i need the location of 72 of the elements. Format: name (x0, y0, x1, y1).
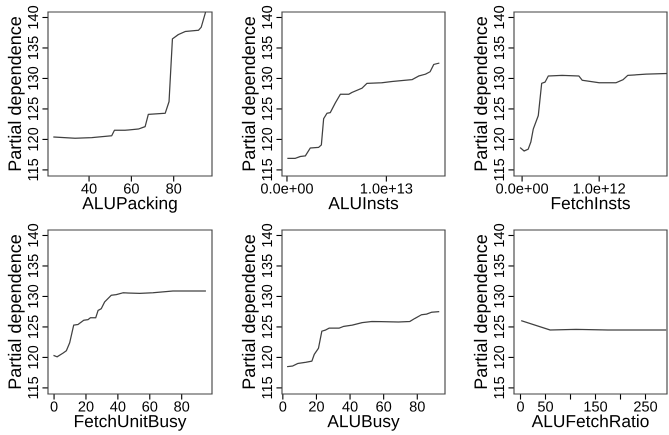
x-tick-label: 0.0e+00 (496, 183, 548, 194)
y-tick-label: 140 (262, 224, 272, 247)
x-tick-label: 40 (342, 401, 358, 412)
y-tick-label: 115 (262, 376, 272, 398)
x-tick-label: 60 (124, 183, 139, 194)
y-tick-label: 135 (262, 36, 272, 60)
y-tick-label: 140 (262, 6, 272, 29)
x-tick-label: 0 (517, 401, 524, 412)
x-tick-label: 40 (110, 401, 126, 412)
x-tick-label: 20 (78, 401, 94, 412)
y-tick-label: 125 (262, 97, 272, 120)
x-axis-title: ALUInsts (328, 197, 398, 210)
x-axis-title: ALUPacking (82, 196, 177, 213)
x-tick-label: 40 (81, 183, 97, 194)
y-tick-label: 125 (28, 315, 38, 338)
y-tick-label: 115 (494, 158, 504, 180)
y-tick-label: 120 (28, 128, 38, 150)
y-tick-label: 140 (28, 6, 38, 29)
x-tick-label: 80 (166, 183, 182, 194)
y-tick-label: 120 (262, 346, 272, 368)
x-tick-label: 60 (376, 401, 392, 412)
y-tick-label: 120 (262, 128, 272, 150)
x-tick-label: 1.0e+13 (360, 183, 412, 194)
y-axis-title: Partial dependence (474, 17, 491, 170)
y-tick-label: 115 (28, 376, 38, 398)
x-tick-label: 150 (584, 401, 608, 412)
y-tick-label: 140 (494, 6, 504, 29)
y-tick-label: 125 (494, 97, 504, 120)
x-tick-label: 50 (538, 401, 554, 412)
x-axis-title: ALUFetchRatio (532, 414, 649, 428)
y-tick-label: 130 (494, 66, 504, 90)
y-tick-label: 125 (28, 97, 38, 120)
y-tick-label: 130 (262, 66, 272, 90)
y-tick-label: 115 (28, 158, 38, 180)
x-axis-title: ALUBusy (327, 415, 400, 431)
line-series (287, 311, 440, 368)
y-tick-label: 135 (494, 254, 504, 278)
y-axis-title: Partial dependence (242, 17, 259, 170)
x-tick-label: 250 (634, 401, 658, 412)
x-tick-label: 0.0e+00 (260, 183, 313, 194)
y-tick-label: 120 (494, 128, 504, 150)
y-tick-label: 115 (494, 376, 504, 398)
y-tick-label: 130 (262, 284, 272, 308)
x-tick-label: 60 (142, 401, 158, 412)
y-tick-label: 135 (262, 254, 272, 278)
x-tick-label: 80 (174, 401, 190, 412)
y-axis-title: Partial dependence (474, 235, 491, 388)
line-series (53, 290, 206, 358)
y-tick-label: 135 (494, 36, 504, 60)
x-tick-label: 1.0e+12 (574, 183, 625, 194)
x-tick-label: 80 (410, 401, 425, 412)
x-tick-label: 20 (309, 401, 324, 412)
y-tick-label: 140 (494, 224, 504, 247)
y-tick-label: 125 (262, 315, 272, 338)
y-tick-label: 140 (28, 224, 38, 247)
x-axis-title: FetchInsts (552, 196, 630, 210)
x-tick-label: 0 (279, 401, 286, 412)
y-tick-label: 130 (28, 66, 38, 90)
y-tick-label: 115 (262, 158, 272, 180)
y-axis-title: Partial dependence (242, 235, 259, 388)
y-tick-label: 130 (494, 284, 504, 308)
y-tick-label: 135 (28, 254, 38, 278)
y-tick-label: 120 (494, 346, 504, 368)
y-tick-label: 135 (28, 36, 38, 60)
x-tick-label: 0 (50, 401, 58, 412)
x-axis-title: FetchUnitBusy (74, 414, 186, 431)
y-tick-label: 120 (28, 346, 38, 368)
line-series (287, 62, 440, 159)
y-axis-title: Partial dependence (8, 235, 25, 388)
y-tick-label: 130 (28, 284, 38, 308)
y-tick-label: 125 (494, 315, 504, 338)
y-axis-title: Partial dependence (8, 17, 25, 170)
